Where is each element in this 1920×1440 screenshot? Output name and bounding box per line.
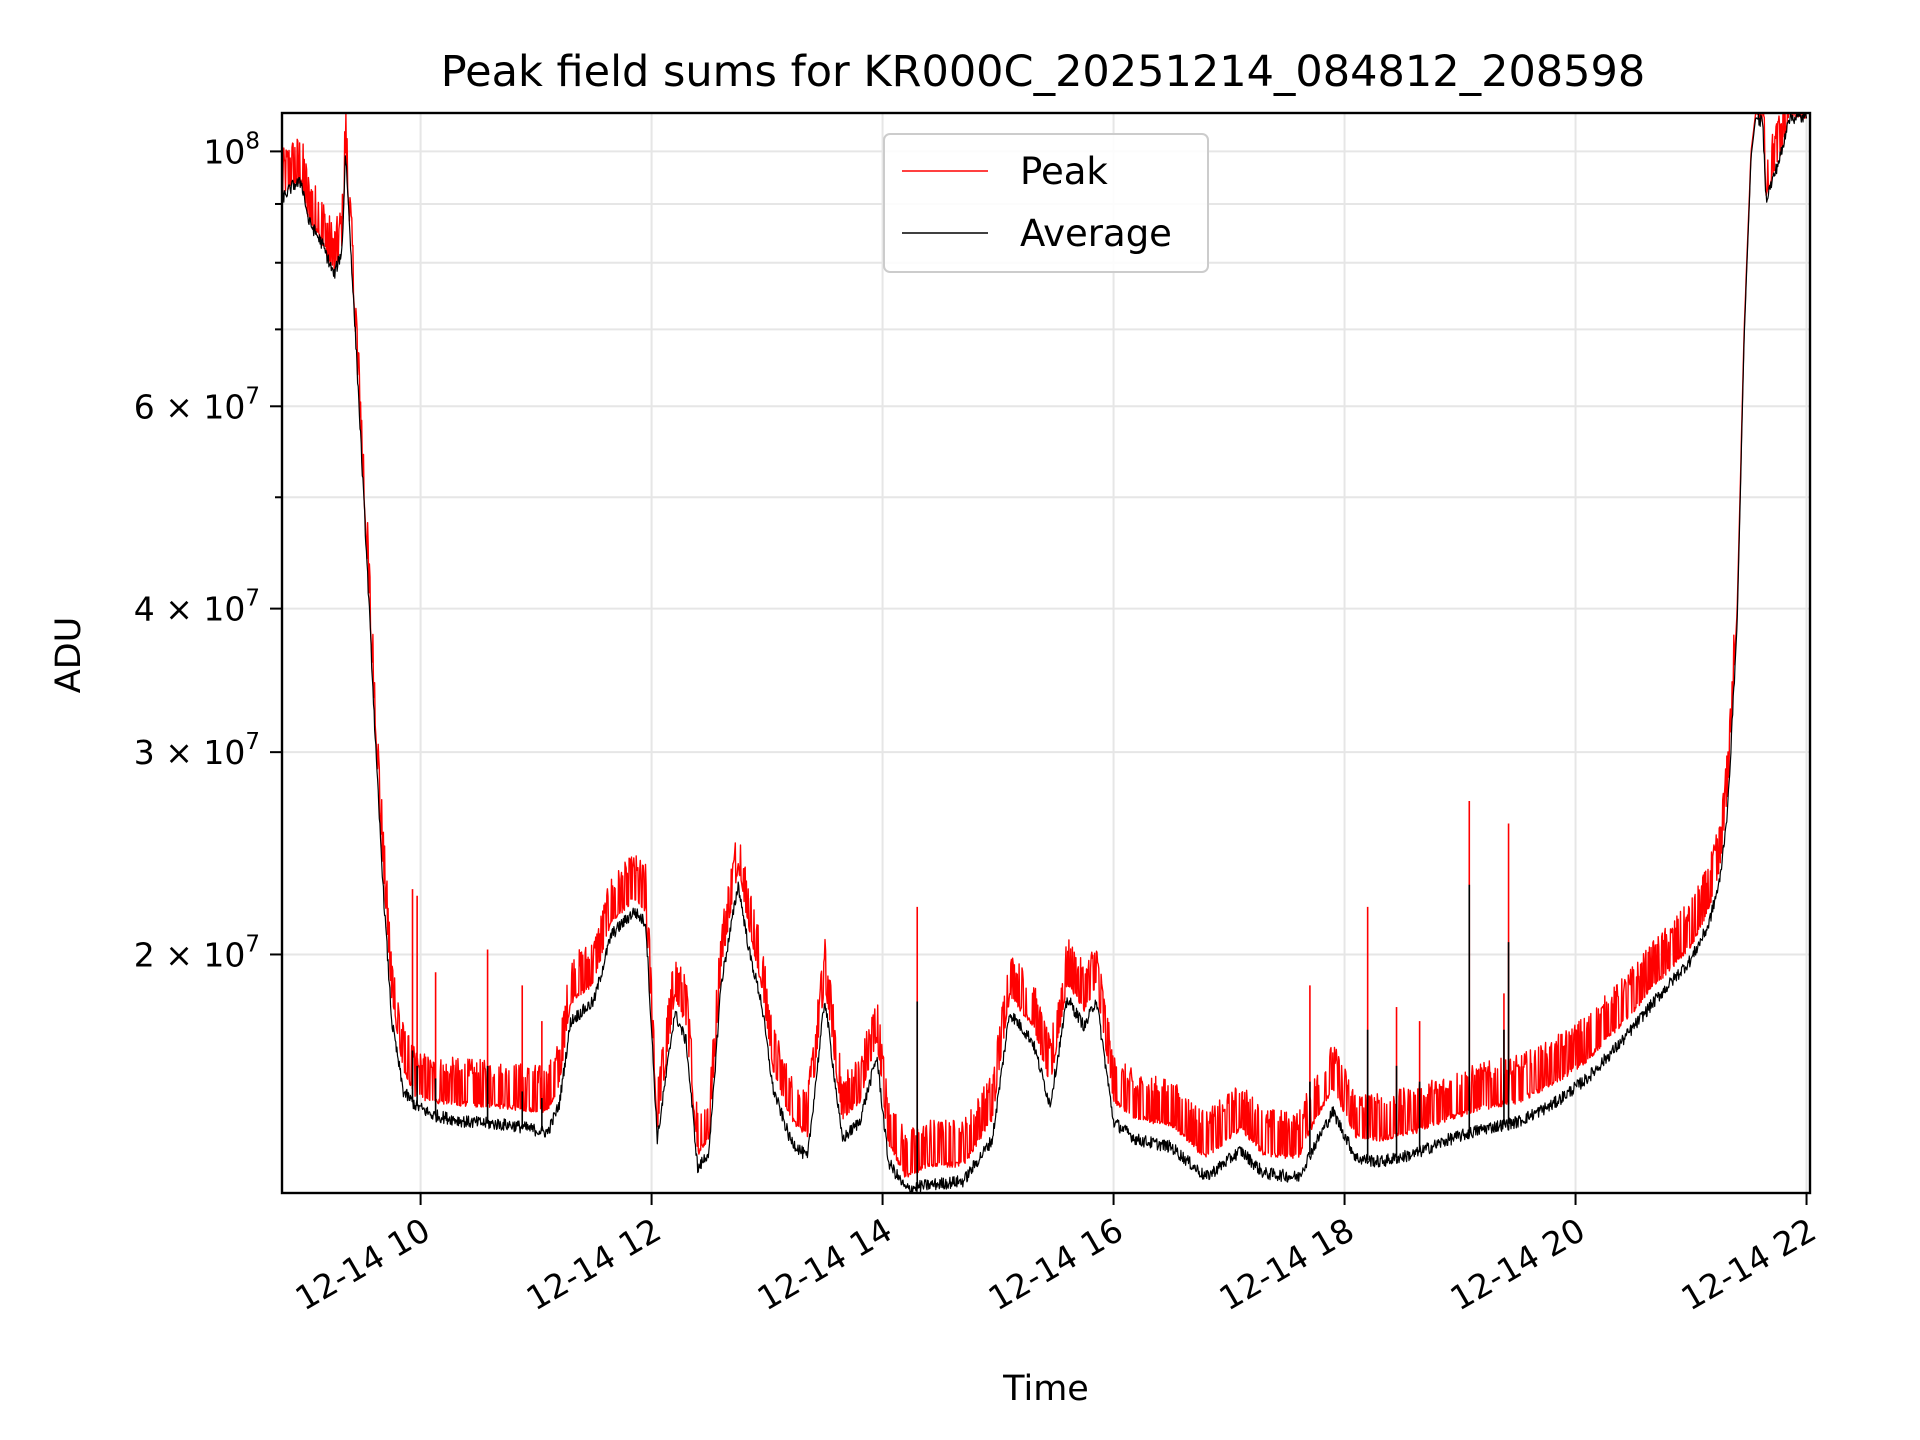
y-axis-label: ADU [49,617,89,694]
x-axis-label: Time [1002,1369,1089,1409]
y-tick-label: 4 × 107 [134,586,260,629]
legend-average-label: Average [1020,212,1172,255]
y-tick-label: 3 × 107 [134,729,260,772]
plot-area [282,113,1808,1193]
series-line-average [282,113,1808,1193]
y-tick-label: 108 [203,128,260,171]
axes-frame [280,111,1812,1195]
series-line-peak [282,113,1807,1178]
y-tick-label: 2 × 107 [134,931,260,974]
legend: Peak Average [883,133,1209,273]
legend-box [883,133,1209,273]
y-tick-label: 6 × 107 [134,383,260,426]
chart-title: Peak field sums for KR000C_20251214_0848… [441,47,1645,97]
legend-peak-label: Peak [1020,150,1108,193]
